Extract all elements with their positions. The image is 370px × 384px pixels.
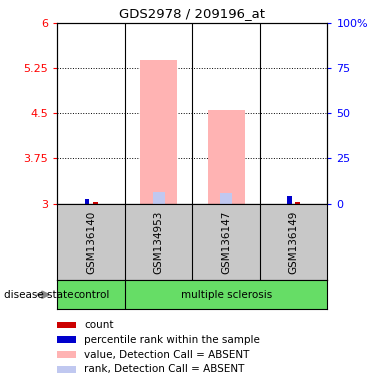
Text: multiple sclerosis: multiple sclerosis <box>181 290 272 300</box>
Bar <box>208 110 245 204</box>
Bar <box>152 192 165 204</box>
Text: GSM136149: GSM136149 <box>289 210 299 274</box>
Text: count: count <box>84 320 114 330</box>
Bar <box>57 336 76 343</box>
Bar <box>220 193 232 204</box>
Text: disease state: disease state <box>4 290 73 300</box>
Bar <box>57 280 125 309</box>
Bar <box>57 351 76 358</box>
Bar <box>140 60 177 204</box>
Text: GSM136147: GSM136147 <box>221 210 231 274</box>
Text: control: control <box>73 290 109 300</box>
Bar <box>93 202 98 204</box>
Text: rank, Detection Call = ABSENT: rank, Detection Call = ABSENT <box>84 364 245 374</box>
Bar <box>295 202 300 204</box>
Text: value, Detection Call = ABSENT: value, Detection Call = ABSENT <box>84 349 250 360</box>
Bar <box>57 322 76 328</box>
Text: GSM134953: GSM134953 <box>154 210 164 274</box>
Text: percentile rank within the sample: percentile rank within the sample <box>84 335 260 345</box>
Bar <box>57 366 76 373</box>
Bar <box>125 280 327 309</box>
Title: GDS2978 / 209196_at: GDS2978 / 209196_at <box>120 7 265 20</box>
Bar <box>287 196 292 204</box>
Text: GSM136140: GSM136140 <box>86 210 96 273</box>
Bar <box>85 199 90 204</box>
